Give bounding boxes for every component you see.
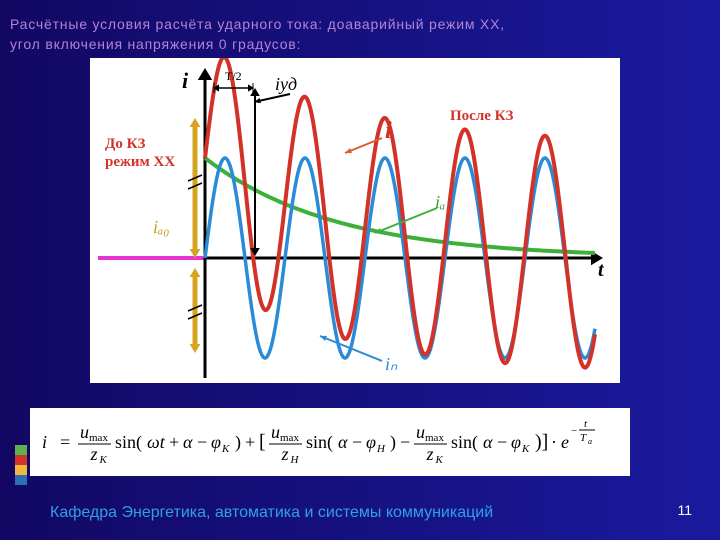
svg-text:−: − (571, 425, 577, 437)
svg-text:=: = (60, 432, 70, 452)
svg-text:u: u (80, 422, 89, 442)
svg-text:T/2: T/2 (225, 69, 242, 83)
svg-text:После КЗ: После КЗ (450, 108, 514, 124)
svg-text:режим ХХ: режим ХХ (105, 154, 175, 170)
svg-text:·: · (551, 432, 557, 452)
svg-text:i: i (385, 118, 392, 144)
svg-text:T: T (580, 432, 587, 444)
svg-text:−: − (497, 432, 507, 452)
svg-text:Н: Н (290, 454, 300, 466)
svg-text:До КЗ: До КЗ (105, 136, 145, 152)
accent-sidebar (15, 15, 27, 515)
svg-text:iₐ₀: iₐ₀ (153, 217, 170, 237)
svg-text:α: α (338, 432, 348, 452)
svg-text:−: − (400, 432, 410, 452)
footer-text: Кафедра Энергетика, автоматика и системы… (50, 504, 493, 522)
svg-text:z: z (426, 444, 434, 464)
svg-text:φ: φ (366, 432, 376, 452)
svg-text:[: [ (259, 431, 266, 453)
svg-text:e: e (561, 432, 569, 452)
svg-text:+: + (245, 432, 255, 452)
svg-text:): ) (235, 432, 241, 453)
title-line1: Расчётные условия расчёта ударного тока:… (10, 15, 710, 35)
svg-text:+: + (169, 432, 179, 452)
svg-text:Н: Н (376, 443, 386, 455)
svg-text:α: α (483, 432, 493, 452)
svg-text:K: K (521, 443, 530, 455)
svg-text:z: z (281, 444, 289, 464)
svg-text:−: − (352, 432, 362, 452)
title-block: Расчётные условия расчёта ударного тока:… (10, 15, 710, 54)
svg-text:max: max (280, 432, 299, 444)
svg-text:i: i (182, 68, 189, 93)
svg-text:u: u (416, 422, 425, 442)
svg-text:α: α (183, 432, 193, 452)
svg-text:)]: )] (535, 431, 548, 453)
svg-text:−: − (197, 432, 207, 452)
formula-block: i=umaxzKsin(ωt+α−φK)+[umaxzНsin(α−φН)−um… (30, 408, 630, 476)
svg-text:K: K (221, 443, 230, 455)
svg-text:t: t (584, 418, 588, 430)
svg-text:max: max (425, 432, 444, 444)
svg-text:iₙ: iₙ (385, 354, 398, 374)
svg-text:t: t (598, 259, 605, 281)
svg-text:ωt: ωt (147, 432, 166, 452)
svg-text:iₐ: iₐ (435, 192, 445, 212)
svg-text:φ: φ (511, 432, 521, 452)
svg-text:): ) (390, 432, 396, 453)
svg-text:sin(: sin( (115, 432, 142, 453)
svg-text:sin(: sin( (306, 432, 333, 453)
page-number: 11 (677, 502, 692, 518)
svg-text:iуд: iуд (275, 74, 297, 94)
svg-text:z: z (90, 444, 98, 464)
current-waveform-chart: i t i iуд iₐ iₙ iₐ₀ До КЗ режим ХХ После КЗ T/2 (90, 58, 620, 383)
svg-text:max: max (89, 432, 108, 444)
svg-text:a: a (588, 437, 592, 446)
title-line2: угол включения напряжения 0 градусов: (10, 35, 710, 55)
svg-text:K: K (435, 454, 444, 466)
svg-text:K: K (99, 454, 108, 466)
svg-text:sin(: sin( (451, 432, 478, 453)
svg-text:u: u (271, 422, 280, 442)
svg-text:i: i (42, 432, 47, 452)
svg-text:φ: φ (211, 432, 221, 452)
